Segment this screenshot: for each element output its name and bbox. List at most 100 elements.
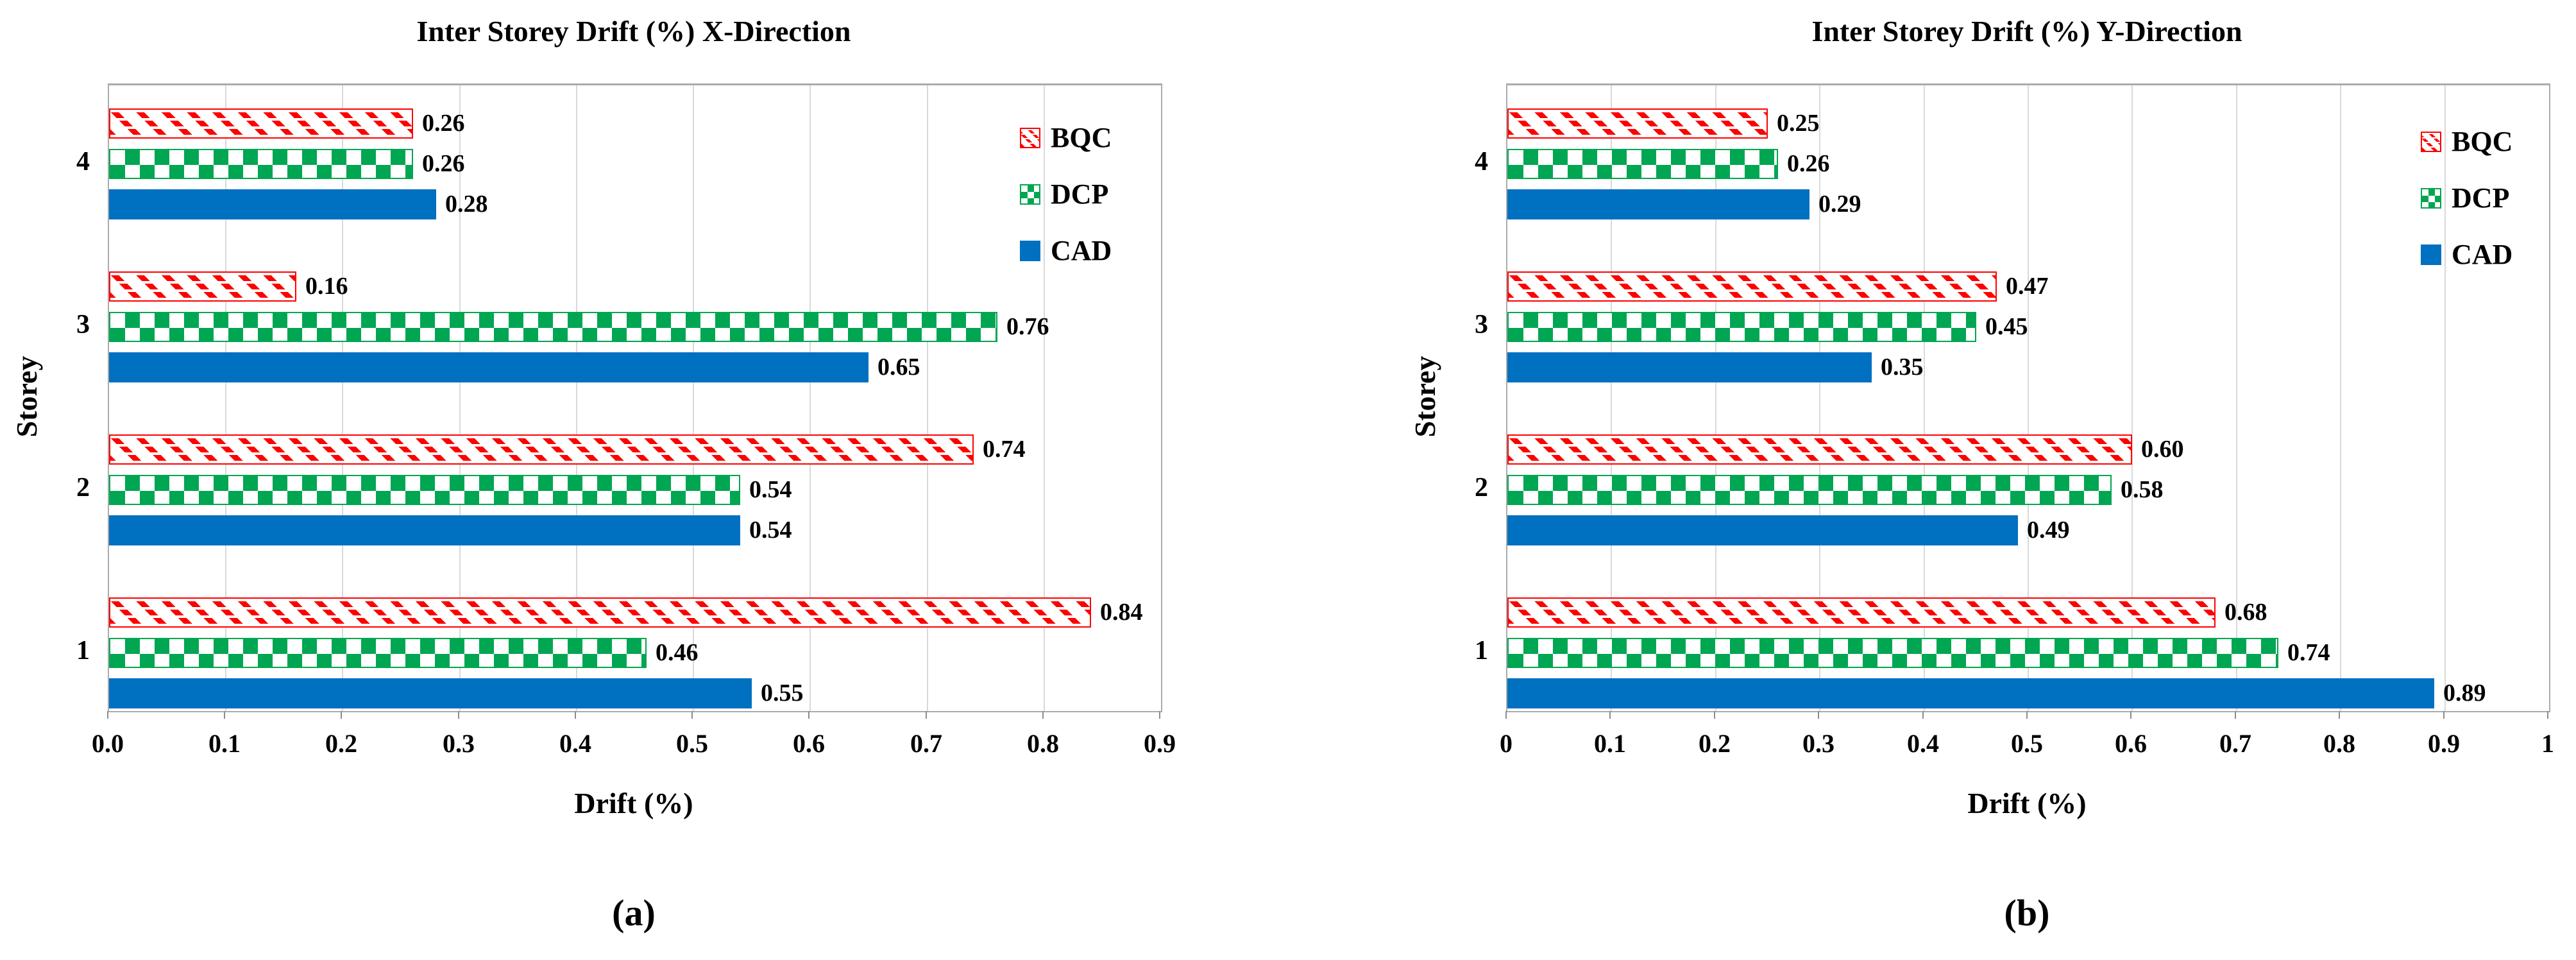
bar-value-label: 0.55 <box>761 680 804 707</box>
storey-tick-label: 3 <box>1475 310 1488 339</box>
x-tick-label: 0.2 <box>325 729 357 758</box>
x-tick-label: 0.9 <box>1144 729 1176 758</box>
bar-dcp-storey-3 <box>109 312 997 342</box>
storey-tick-label: 2 <box>1475 473 1488 502</box>
bar-value-label: 0.49 <box>2027 517 2070 544</box>
legend-item-bqc: BQC <box>2421 124 2512 160</box>
storey-tick-label: 2 <box>76 473 90 502</box>
gridline <box>693 85 694 711</box>
legend-label: DCP <box>2452 182 2510 214</box>
subfigure-caption-b: (b) <box>2004 892 2050 934</box>
bar-value-label: 0.60 <box>2141 436 2184 463</box>
x-tick-label: 0.6 <box>2115 729 2147 758</box>
x-tick-label: 0.2 <box>1699 729 1731 758</box>
bar-value-label: 0.58 <box>2121 476 2164 503</box>
legend-swatch-bqc <box>1020 128 1040 148</box>
gridline <box>1819 85 1820 711</box>
x-axis-tick <box>1922 711 1924 719</box>
bar-dcp-storey-4 <box>109 149 413 179</box>
gridline <box>1044 85 1045 711</box>
bar-value-label: 0.74 <box>983 436 1026 463</box>
bar-value-label: 0.74 <box>2287 639 2330 666</box>
legend-swatch-cad <box>1020 241 1040 261</box>
legend-swatch-bqc <box>2421 132 2441 152</box>
chart-title: Inter Storey Drift (%) X-Direction <box>416 15 851 47</box>
x-tick-label: 0.1 <box>1594 729 1626 758</box>
legend-label: CAD <box>2452 239 2513 270</box>
gridline <box>2131 85 2133 711</box>
storey-tick-label: 4 <box>1475 147 1488 176</box>
bar-value-label: 0.28 <box>445 191 488 218</box>
storey-tick-label: 3 <box>76 310 90 339</box>
x-tick-label: 0.5 <box>2011 729 2043 758</box>
bar-value-label: 0.89 <box>2443 680 2486 707</box>
gridline <box>1924 85 1925 711</box>
x-axis-tick <box>2443 711 2445 719</box>
bar-value-label: 0.54 <box>749 476 792 503</box>
x-tick-label: 0.7 <box>910 729 942 758</box>
x-tick-label: 0.6 <box>793 729 825 758</box>
x-axis-tick <box>2235 711 2236 719</box>
legend-item-cad: CAD <box>2421 237 2512 273</box>
bar-cad-storey-3 <box>1507 352 1872 382</box>
bar-value-label: 0.47 <box>2006 273 2049 300</box>
x-axis-tick <box>1609 711 1611 719</box>
bar-value-label: 0.26 <box>1787 150 1830 177</box>
bar-value-label: 0.54 <box>749 517 792 544</box>
bar-dcp-storey-2 <box>1507 475 2112 505</box>
storey-tick-label: 1 <box>1475 636 1488 665</box>
bar-value-label: 0.26 <box>422 150 465 177</box>
gridline <box>342 85 343 711</box>
gridline <box>1611 85 1612 711</box>
x-tick-label: 0.9 <box>2428 729 2460 758</box>
x-axis-tick <box>2339 711 2340 719</box>
gridline <box>2236 85 2237 711</box>
gridline <box>2445 85 2446 711</box>
x-axis-tick <box>2026 711 2028 719</box>
x-tick-label: 0 <box>1500 729 1513 758</box>
x-tick-label: 0.1 <box>208 729 241 758</box>
x-axis-tick <box>1042 711 1044 719</box>
plot-area: 0.25 0.26 0.29 0.47 0.45 0.35 0.60 0.58 0.49 0.68… <box>1506 83 2550 712</box>
legend-item-dcp: DCP <box>2421 180 2509 216</box>
bar-value-label: 0.35 <box>1881 354 1924 381</box>
legend-swatch-dcp <box>1020 184 1040 205</box>
bar-cad-storey-1 <box>109 678 752 708</box>
x-tick-label: 0.5 <box>676 729 708 758</box>
bar-bqc-storey-4 <box>1507 108 1768 139</box>
legend-label: BQC <box>2452 126 2513 157</box>
bar-value-label: 0.25 <box>1777 110 1820 137</box>
legend-label: BQC <box>1051 122 1112 153</box>
gridline <box>2340 85 2341 711</box>
x-tick-label: 0.7 <box>2219 729 2251 758</box>
bar-value-label: 0.76 <box>1006 313 1049 340</box>
x-axis-tick <box>1818 711 1819 719</box>
gridline <box>927 85 928 711</box>
x-axis-tick <box>575 711 576 719</box>
plot-area: 0.26 0.26 0.28 0.16 0.76 0.65 0.74 0.54 0.54 0.84… <box>108 83 1162 712</box>
x-axis-tick <box>1714 711 1715 719</box>
x-tick-label: 0.4 <box>1907 729 1939 758</box>
bar-bqc-storey-4 <box>109 108 413 139</box>
bar-value-label: 0.45 <box>1985 313 2028 340</box>
bar-value-label: 0.26 <box>422 110 465 137</box>
gridline <box>576 85 577 711</box>
bar-cad-storey-2 <box>1507 515 2018 545</box>
bar-bqc-storey-2 <box>109 434 974 465</box>
x-axis-tick <box>458 711 459 719</box>
gridline <box>225 85 226 711</box>
legend-item-cad: CAD <box>1020 233 1112 269</box>
legend-label: DCP <box>1051 178 1109 210</box>
gridline <box>809 85 811 711</box>
legend-label: CAD <box>1051 235 1112 266</box>
bar-bqc-storey-2 <box>1507 434 2132 465</box>
x-axis-tick <box>808 711 809 719</box>
x-axis-tick <box>1159 711 1160 719</box>
chart-panel-y-direction: Inter Storey Drift (%) Y-Direction 0.25 0… <box>1288 0 2576 960</box>
x-axis-tick <box>2547 711 2548 719</box>
bar-dcp-storey-2 <box>109 475 740 505</box>
bar-bqc-storey-3 <box>1507 271 1997 302</box>
legend-swatch-cad <box>2421 244 2441 265</box>
bar-cad-storey-3 <box>109 352 869 382</box>
